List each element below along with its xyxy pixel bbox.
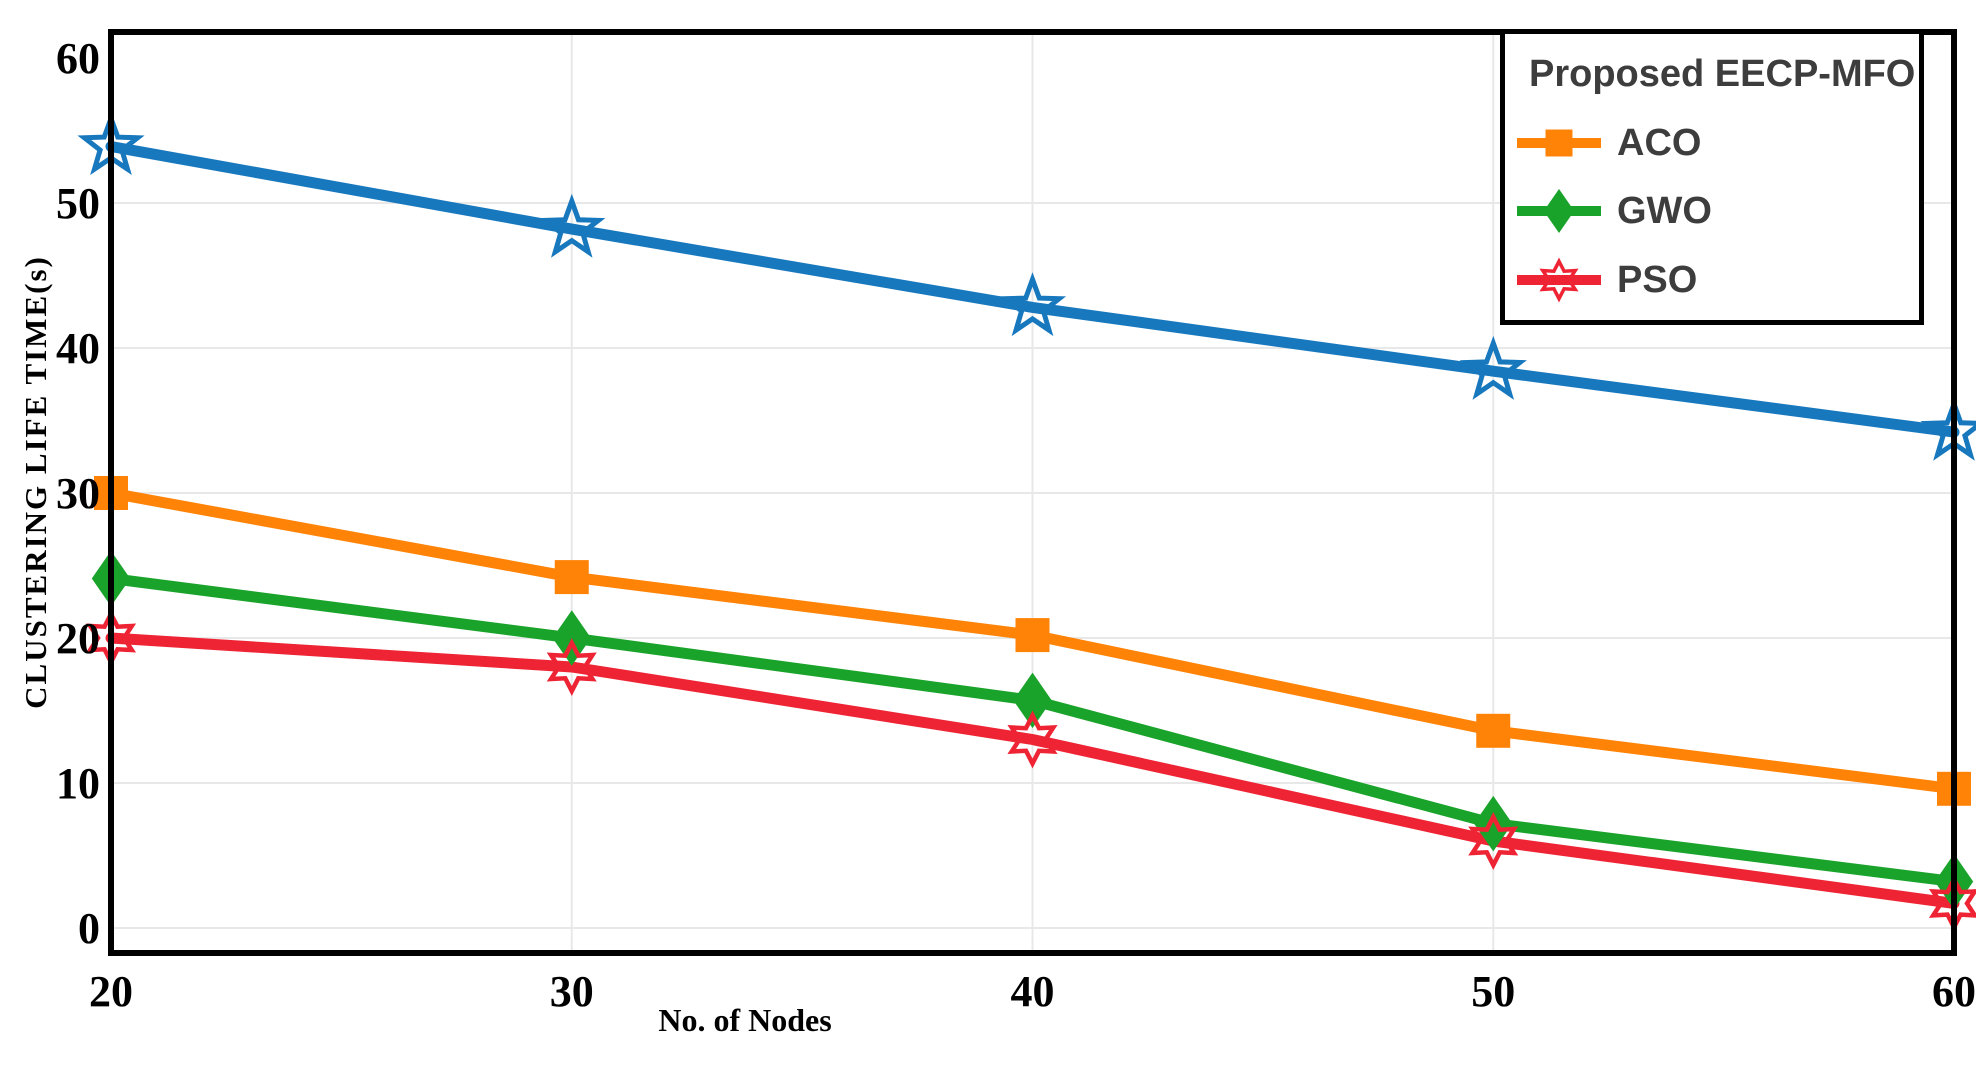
x-tick-label: 60 <box>1932 967 1976 1016</box>
marker-diamond <box>1543 189 1575 234</box>
legend-swatch-diamond-icon <box>1517 189 1601 234</box>
x-tick-label: 20 <box>89 967 133 1016</box>
legend-item-gwo: GWO <box>1515 183 1909 239</box>
legend-label: ACO <box>1617 121 1702 164</box>
y-tick-label: 30 <box>56 469 100 518</box>
marker-star6 <box>1539 257 1579 303</box>
y-tick-label: 20 <box>56 614 100 663</box>
legend-swatch-star6-icon <box>1517 257 1601 303</box>
marker-square <box>554 560 589 595</box>
marker-diamond <box>1013 672 1052 729</box>
marker-star5 <box>1459 335 1527 400</box>
legend-item-pso: PSO <box>1515 252 1909 308</box>
marker-star5 <box>998 272 1067 337</box>
y-tick-label: 50 <box>56 179 100 228</box>
legend-label: PSO <box>1617 258 1698 301</box>
legend-box: Proposed EECP-MFO ACO GWO PSO <box>1500 29 1924 325</box>
marker-diamond <box>552 610 591 666</box>
marker-square <box>1476 713 1511 748</box>
legend-label: GWO <box>1617 190 1712 233</box>
marker-square <box>1545 129 1573 157</box>
y-axis-title: CLUSTERING LIFE TIME(s) <box>18 255 53 709</box>
x-axis-title: No. of Nodes <box>658 1002 832 1038</box>
y-tick-label: 60 <box>56 34 100 83</box>
marker-star6 <box>1007 710 1058 769</box>
legend-item-proposed-eecp-mfo: Proposed EECP-MFO <box>1515 46 1915 102</box>
legend-label: Proposed EECP-MFO <box>1529 53 1916 95</box>
y-tick-label: 0 <box>78 904 100 953</box>
marker-star5 <box>538 193 606 258</box>
series-line-proposed-eecp-mfo <box>105 141 1960 438</box>
legend-item-aco: ACO <box>1515 115 1909 171</box>
x-tick-label: 50 <box>1471 967 1515 1016</box>
y-tick-label: 10 <box>56 759 100 808</box>
x-tick-label: 40 <box>1011 967 1055 1016</box>
legend-swatch-square-icon <box>1517 129 1601 157</box>
marker-star6 <box>546 638 597 696</box>
plot-frame <box>108 29 1957 956</box>
series-line-pso <box>105 632 1960 909</box>
marker-diamond <box>1474 795 1513 852</box>
y-tick-label: 40 <box>56 324 100 373</box>
marker-star6 <box>1468 812 1519 870</box>
marker-square <box>1015 618 1050 653</box>
tick-labels: 20 30 40 50 60 0 10 20 30 40 50 60 <box>56 34 1976 1016</box>
x-tick-label: 30 <box>550 967 594 1016</box>
